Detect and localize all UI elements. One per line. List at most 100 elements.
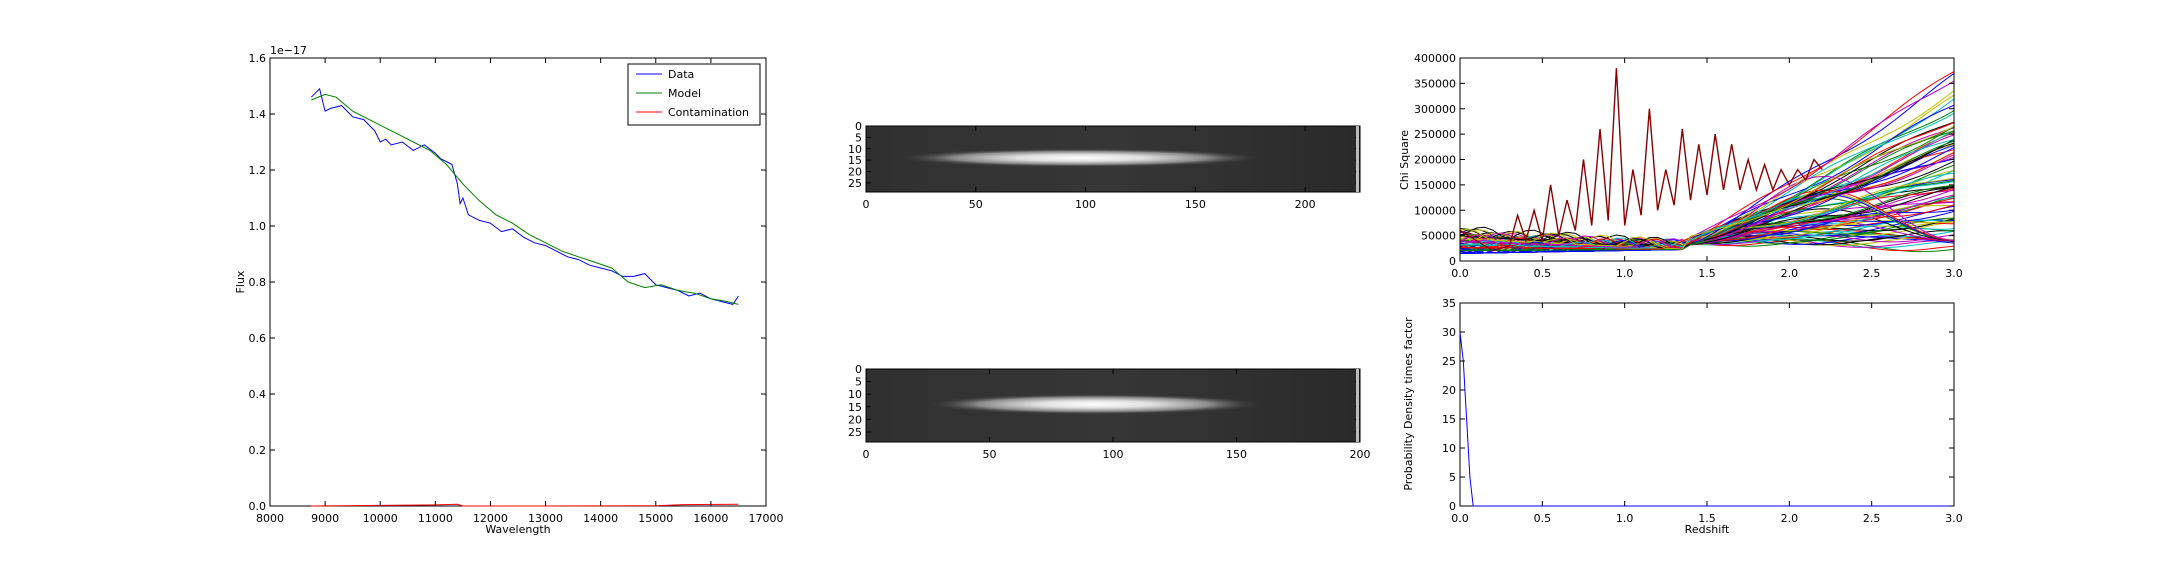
image-edge-strip [1356, 126, 1359, 192]
series-group [310, 87, 739, 507]
x-tick-label: 0 [863, 198, 870, 211]
y-tick-label: 0.6 [249, 332, 267, 345]
x-tick-label: 8000 [256, 512, 284, 525]
series-line-contamination [311, 503, 739, 507]
x-tick-label: 11000 [418, 512, 453, 525]
x-tick-label: 0.0 [1451, 512, 1469, 525]
x-tick-label: 17000 [749, 512, 784, 525]
x-tick-label: 10000 [363, 512, 398, 525]
y-tick-label: 300000 [1414, 103, 1456, 116]
y-tick-label: 200000 [1414, 154, 1456, 167]
x-tick-label: 3.0 [1945, 512, 1963, 525]
y-tick-label: 25 [848, 426, 862, 439]
legend: Data Model Contamination [627, 63, 761, 126]
y-tick-label: 0.8 [249, 276, 267, 289]
x-tick-label: 0 [863, 448, 870, 461]
x-tick-label: 0.5 [1534, 267, 1552, 280]
y-tick-label: 1.2 [249, 164, 267, 177]
x-axis-label: Wavelength [485, 523, 550, 536]
series-group [1460, 68, 1954, 254]
y-tick-label: 350000 [1414, 77, 1456, 90]
y-tick-label: 20 [1442, 384, 1456, 397]
y-tick-label: 35 [1442, 297, 1456, 310]
y-tick-label: 5 [1449, 471, 1456, 484]
y-tick-label: 1.4 [249, 108, 267, 121]
y-tick-label: 0 [855, 120, 862, 133]
x-tick-label: 1.0 [1616, 512, 1634, 525]
y-tick-label: 1.0 [249, 220, 267, 233]
x-tick-label: 50 [969, 198, 983, 211]
legend-entry: Data [668, 68, 694, 81]
y-tick-label: 25 [1442, 355, 1456, 368]
y-tick-label: 10 [848, 143, 862, 156]
chi-square-curve [1460, 80, 1954, 250]
chi-square-curve [1460, 138, 1954, 249]
series-line-data [310, 87, 739, 305]
image-edge-strip [1356, 369, 1359, 442]
x-tick-label: 1.0 [1616, 267, 1634, 280]
y-tick-label: 0 [1449, 255, 1456, 268]
x-tick-label: 1.5 [1698, 267, 1716, 280]
y-tick-label: 0.4 [249, 388, 267, 401]
y-tick-label: 0.2 [249, 444, 267, 457]
x-axis-label: Redshift [1685, 523, 1730, 536]
flux-spectrum-chart: 8000 9000 10000 11000 12000 13000 14000 15000 16… [234, 44, 784, 536]
y-tick-label: 20 [848, 166, 862, 179]
chi-square-curve [1460, 71, 1954, 250]
y-tick-label: 30 [1442, 326, 1456, 339]
spectral-trace [927, 394, 1262, 415]
x-tick-label: 16000 [693, 512, 728, 525]
chi-square-curve [1460, 140, 1954, 251]
y-tick-label: 100000 [1414, 204, 1456, 217]
plot-frame [1459, 302, 1955, 507]
x-tick-label: 1.5 [1698, 512, 1716, 525]
series-group [1459, 331, 1954, 507]
image-frame [865, 125, 1361, 193]
tick-group: 8000 9000 10000 11000 12000 13000 14000 15000 16… [249, 52, 784, 525]
x-tick-label: 12000 [473, 512, 508, 525]
chi-square-curve [1460, 125, 1954, 250]
x-tick-label: 150 [1226, 448, 1247, 461]
y-axis-label: Flux [234, 270, 247, 293]
y-tick-label: 5 [855, 376, 862, 389]
y-tick-label: 400000 [1414, 52, 1456, 65]
chi-square-curve [1460, 72, 1954, 254]
chi-square-curve [1460, 104, 1954, 254]
y-tick-label: 0.0 [249, 500, 267, 513]
x-tick-label: 14000 [583, 512, 618, 525]
x-tick-label: 2.5 [1863, 512, 1881, 525]
y-tick-label: 10 [848, 388, 862, 401]
x-tick-label: 9000 [311, 512, 339, 525]
x-tick-label: 50 [983, 448, 997, 461]
x-tick-label: 15000 [638, 512, 673, 525]
tick-group: 0.0 0.5 1.0 1.5 2.0 2.5 3.0 0 5 10 15 20 25 30 35 [1442, 297, 1963, 525]
x-tick-label: 13000 [528, 512, 563, 525]
series-line-model [311, 93, 739, 305]
x-tick-label: 200 [1350, 448, 1371, 461]
y-tick-label: 150000 [1414, 179, 1456, 192]
x-tick-label: 100 [1103, 448, 1124, 461]
x-tick-label: 100 [1075, 198, 1096, 211]
y-tick-label: 15 [1442, 413, 1456, 426]
spectral-trace [898, 148, 1262, 168]
y-axis-label: Chi Square [1398, 130, 1411, 190]
y-tick-label: 1.6 [249, 52, 267, 65]
legend-entry: Model [668, 87, 701, 100]
x-tick-label: 0.5 [1534, 512, 1552, 525]
y-tick-label: 5 [855, 131, 862, 144]
offset-text: 1e−17 [270, 44, 307, 57]
x-tick-label: 150 [1185, 198, 1206, 211]
probability-density-chart: 0.0 0.5 1.0 1.5 2.0 2.5 3.0 0 5 10 15 20 25 30 35 Reds… [1402, 297, 1963, 536]
y-tick-label: 25 [848, 177, 862, 190]
chi-square-curve [1460, 90, 1954, 250]
y-tick-label: 10 [1442, 442, 1456, 455]
probability-density-line [1459, 331, 1954, 507]
x-tick-label: 2.5 [1863, 267, 1881, 280]
y-tick-label: 15 [848, 154, 862, 167]
y-tick-label: 0 [855, 363, 862, 376]
x-tick-label: 200 [1295, 198, 1316, 211]
